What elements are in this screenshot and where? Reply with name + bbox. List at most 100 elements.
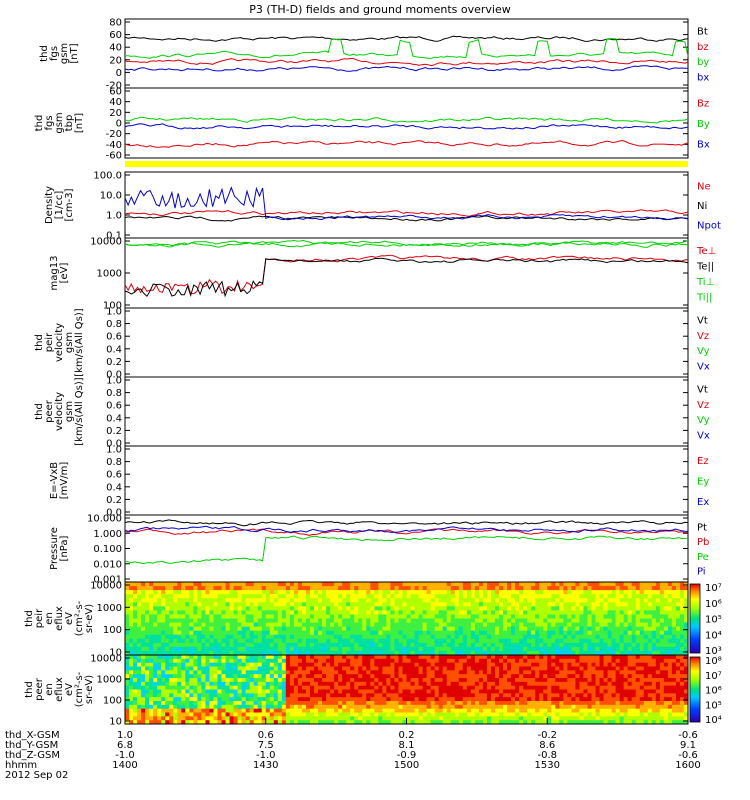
colorbar-label: 10⁵ bbox=[705, 615, 722, 626]
legend-by: by bbox=[697, 57, 709, 68]
panel-frame bbox=[124, 171, 689, 239]
legend-Te⊥: Te⊥ bbox=[696, 246, 716, 257]
y-tick-label: 0.001 bbox=[93, 575, 122, 586]
y-tick-label: -60 bbox=[106, 151, 122, 162]
y-tick-label: 0.4 bbox=[106, 482, 122, 493]
y-tick-label: 0.2 bbox=[106, 495, 122, 506]
trace-Ne bbox=[124, 209, 689, 217]
legend-Vz: Vz bbox=[697, 331, 709, 342]
trace-by bbox=[124, 37, 689, 59]
colorbar-peer_spec bbox=[689, 656, 701, 723]
panel-frame bbox=[124, 237, 689, 309]
x-axis-value: 1600 bbox=[675, 760, 700, 771]
trace-Npot bbox=[124, 186, 689, 221]
colorbar-label: 10⁷ bbox=[705, 671, 722, 682]
y-axis-label: thd bbox=[34, 115, 45, 132]
trace-Te|| bbox=[124, 257, 689, 298]
panel-peir_spec: 10⁷ 10⁶ 10⁵ 10⁴ 10³ 10000 1000 100 10 thd peir en ef… bbox=[24, 581, 722, 659]
y-tick-label: 100 bbox=[103, 301, 122, 312]
y-tick-label: 1000 bbox=[97, 603, 122, 614]
y-tick-label: 1.0 bbox=[106, 307, 122, 318]
colorbar-label: 10³ bbox=[705, 646, 722, 657]
y-axis-label: thd bbox=[34, 334, 45, 351]
panel-peer_spec: 10⁸ 10⁷ 10⁶ 10⁵ 10⁴ 10000 1000 100 10 thd peer en ef… bbox=[24, 654, 722, 728]
panel-frame bbox=[124, 445, 689, 516]
x-axis-value: -0.9 bbox=[397, 750, 417, 761]
trace-Bx bbox=[124, 123, 689, 130]
y-axis-label: Density bbox=[44, 186, 55, 224]
figure-title: P3 (TH-D) fields and ground moments over… bbox=[249, 3, 511, 16]
legend-Vy: Vy bbox=[697, 346, 710, 357]
y-tick-label: -40 bbox=[106, 140, 122, 151]
y-tick-label: 100 bbox=[103, 696, 122, 707]
y-axis-label: [eV] bbox=[59, 263, 70, 284]
trace-Ni bbox=[124, 215, 689, 222]
legend-Ez: Ez bbox=[697, 456, 709, 467]
trace-bx bbox=[124, 65, 689, 72]
y-axis-label: [mV/m] bbox=[59, 462, 70, 500]
y-tick-label: 0 bbox=[116, 68, 122, 79]
y-tick-label: 0.6 bbox=[106, 332, 122, 343]
y-tick-label: 100 bbox=[103, 625, 122, 636]
x-axis-value: -1.0 bbox=[115, 750, 135, 761]
legend-Vt: Vt bbox=[697, 316, 708, 327]
legend-Ti||: Ti|| bbox=[696, 292, 712, 303]
x-axis-value: 1430 bbox=[253, 760, 278, 771]
y-tick-label: 1.0 bbox=[106, 445, 122, 456]
y-tick-label: 0.8 bbox=[106, 457, 122, 468]
date-label: 2012 Sep 02 bbox=[5, 770, 68, 781]
y-axis-label: [nPa] bbox=[59, 535, 70, 561]
x-axis-value: 8.1 bbox=[399, 740, 415, 751]
y-axis-label: thd bbox=[24, 681, 35, 698]
trace-By bbox=[124, 116, 689, 124]
trace-Pi bbox=[124, 525, 689, 533]
y-axis-label: gsm bbox=[59, 43, 70, 64]
y-tick-label: 0.6 bbox=[106, 401, 122, 412]
x-axis-value: 1.0 bbox=[117, 730, 133, 741]
x-axis-value: 0.2 bbox=[399, 730, 415, 741]
y-tick-label: 60 bbox=[109, 30, 122, 41]
y-tick-label: -20 bbox=[106, 81, 122, 92]
panel-frame bbox=[124, 376, 689, 447]
y-tick-label: 80 bbox=[109, 18, 122, 29]
y-axis-label: [nT] bbox=[74, 113, 85, 133]
colorbar-peir_spec bbox=[689, 583, 701, 654]
y-tick-label: 0 bbox=[116, 119, 122, 130]
y-tick-label: 10000 bbox=[90, 654, 122, 665]
legend-Vx: Vx bbox=[697, 430, 710, 441]
y-tick-label: 0.010 bbox=[93, 559, 122, 570]
y-tick-label: 0.4 bbox=[106, 413, 122, 424]
y-tick-label: 100.0 bbox=[93, 171, 122, 182]
y-axis-label: velocity bbox=[54, 392, 65, 431]
panel-frame bbox=[124, 514, 689, 583]
trace-Bt bbox=[124, 35, 689, 42]
legend-Bx: Bx bbox=[697, 140, 710, 151]
y-axis-label: peir bbox=[34, 608, 45, 628]
legend-Npot: Npot bbox=[697, 220, 721, 231]
x-axis-row-label: thd_Y-GSM bbox=[5, 740, 58, 751]
y-axis-label: [nT] bbox=[69, 43, 80, 63]
panel-frame bbox=[124, 307, 689, 378]
x-axis-value: 1530 bbox=[535, 760, 560, 771]
legend-Vx: Vx bbox=[697, 361, 710, 372]
y-tick-label: 0.8 bbox=[106, 319, 122, 330]
trace-Pe bbox=[125, 535, 688, 565]
legend-Te||: Te|| bbox=[696, 261, 714, 272]
colorbar-label: 10⁶ bbox=[705, 599, 722, 610]
y-axis-label: E=-VxB bbox=[49, 462, 60, 499]
y-tick-label: 1.0 bbox=[106, 376, 122, 387]
y-axis-label: velocity bbox=[54, 323, 65, 362]
legend-Bt: Bt bbox=[697, 27, 708, 38]
panel-temperature: 10000 1000 100 mag13 [eV] Te⊥ Te|| Ti⊥ Ti|| bbox=[49, 237, 716, 312]
y-tick-label: 40 bbox=[109, 43, 122, 54]
x-axis-value: -0.6 bbox=[678, 730, 698, 741]
y-axis-label: peir bbox=[44, 332, 55, 352]
legend-Pt: Pt bbox=[697, 522, 707, 533]
legend-Pe: Pe bbox=[697, 552, 709, 563]
y-tick-label: 1000 bbox=[97, 675, 122, 686]
legend-Vt: Vt bbox=[697, 385, 708, 396]
x-axis-value: -0.6 bbox=[678, 750, 698, 761]
y-axis-label: fgs bbox=[44, 115, 55, 130]
y-tick-label: 10.0 bbox=[100, 191, 122, 202]
